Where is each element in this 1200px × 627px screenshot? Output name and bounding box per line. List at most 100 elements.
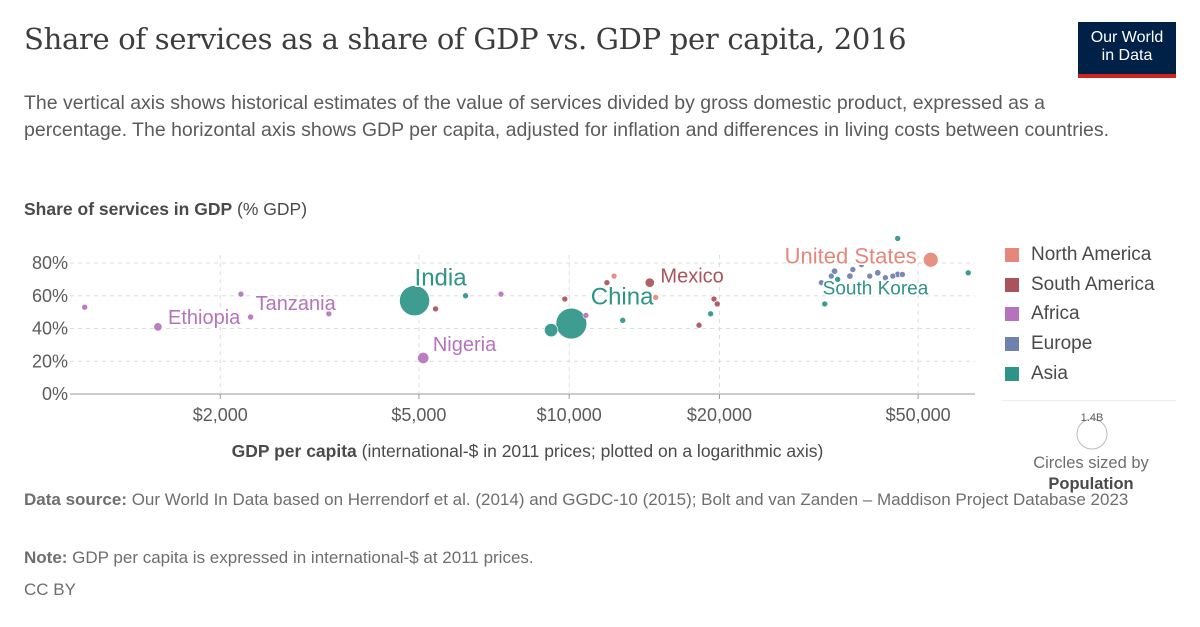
- data-point-africa[interactable]: [497, 290, 505, 298]
- data-source: Data source: Our World In Data based on …: [24, 489, 1174, 512]
- point-label-china: China: [591, 284, 654, 311]
- size-legend-value: 1.4B: [1081, 412, 1104, 424]
- y-axis-label: Share of services in GDP (% GDP): [24, 199, 307, 220]
- data-point-africa[interactable]: [417, 352, 430, 364]
- legend-swatch: [1005, 336, 1019, 351]
- data-point-africa[interactable]: [582, 312, 590, 319]
- note-label: Note:: [24, 548, 68, 567]
- data-point-south-america[interactable]: [603, 279, 611, 286]
- x-axis-label-unit: (international-$ in 2011 prices; plotted…: [356, 441, 824, 461]
- chart-title: Share of services as a share of GDP vs. …: [24, 22, 907, 56]
- data-point-europe[interactable]: [899, 271, 906, 278]
- legend-item-europe[interactable]: Europe: [1005, 329, 1155, 359]
- legend-item-asia[interactable]: Asia: [1005, 359, 1155, 389]
- point-label-united-states: United States: [785, 244, 917, 269]
- legend-item-south-america[interactable]: South America: [1005, 270, 1155, 300]
- data-point-europe[interactable]: [846, 272, 854, 280]
- point-layer: [81, 235, 972, 364]
- data-point-south-america[interactable]: [644, 277, 655, 288]
- y-tick-label: 40%: [32, 319, 68, 339]
- data-point-europe[interactable]: [866, 272, 874, 280]
- y-axis-label-unit: (% GDP): [232, 199, 308, 219]
- legend-label: Asia: [1031, 362, 1068, 384]
- size-legend-caption: Circles sized by Population: [1001, 453, 1181, 496]
- x-tick-label: $2,000: [193, 405, 248, 425]
- legend-swatch: [1005, 366, 1019, 381]
- tick-layer: 0% 20% 40% 60% 80% $2,000 $5,000 $10,000 $20,000…: [32, 253, 951, 425]
- size-legend: 1.4B: [1001, 400, 1176, 450]
- legend-item-north-america[interactable]: North America: [1005, 240, 1155, 270]
- point-label-ethiopia: Ethiopia: [168, 307, 241, 329]
- data-point-asia[interactable]: [821, 300, 829, 308]
- legend-swatch: [1005, 307, 1019, 322]
- point-label-mexico: Mexico: [660, 266, 723, 288]
- data-point-europe[interactable]: [818, 279, 825, 286]
- legend-swatch: [1005, 247, 1019, 262]
- y-tick-label: 80%: [32, 253, 68, 273]
- legend-label: North America: [1031, 243, 1152, 265]
- data-point-south-america[interactable]: [695, 321, 703, 329]
- data-point-north-america[interactable]: [610, 272, 618, 280]
- data-point-south-america[interactable]: [432, 305, 439, 313]
- data-point-africa[interactable]: [81, 303, 88, 311]
- chart-subtitle: The vertical axis shows historical estim…: [24, 92, 1110, 142]
- data-point-asia[interactable]: [399, 285, 430, 317]
- grid-layer: [70, 255, 975, 399]
- owid-logo[interactable]: Our World in Data: [1078, 22, 1176, 78]
- data-source-text[interactable]: Our World In Data based on Herrendorf et…: [126, 490, 1129, 509]
- point-label-south-korea: South Korea: [823, 278, 929, 299]
- data-point-north-america[interactable]: [923, 252, 939, 268]
- point-label-india: India: [415, 265, 468, 292]
- note: Note: GDP per capita is expressed in int…: [24, 547, 1174, 570]
- data-point-europe[interactable]: [874, 269, 882, 277]
- label-layer: United States Mexico Ethiopia Tanzania Niger…: [167, 242, 931, 357]
- data-point-africa[interactable]: [325, 310, 333, 318]
- data-point-south-america[interactable]: [710, 295, 718, 303]
- data-point-asia[interactable]: [544, 323, 559, 338]
- legend-label: South America: [1031, 273, 1155, 295]
- y-tick-label: 60%: [32, 286, 68, 306]
- data-point-europe[interactable]: [831, 267, 839, 275]
- x-axis-label: GDP per capita (international-$ in 2011 …: [0, 441, 1055, 462]
- data-point-south-america[interactable]: [713, 300, 721, 308]
- data-point-asia[interactable]: [894, 235, 901, 242]
- logo-line-2: in Data: [1101, 47, 1153, 65]
- x-tick-label: $20,000: [687, 405, 752, 425]
- x-tick-label: $10,000: [537, 405, 602, 425]
- size-legend-caption-text: Circles sized by: [1033, 454, 1149, 472]
- data-point-asia[interactable]: [462, 292, 469, 300]
- size-legend-variable: Population: [1048, 475, 1134, 494]
- x-axis-label-bold: GDP per capita: [231, 441, 357, 461]
- license[interactable]: CC BY: [24, 580, 76, 599]
- data-point-europe[interactable]: [849, 266, 857, 273]
- point-label-tanzania: Tanzania: [256, 293, 337, 315]
- data-point-europe[interactable]: [889, 272, 897, 280]
- logo-line-1: Our World: [1090, 29, 1164, 46]
- y-tick-label: 0%: [42, 384, 68, 404]
- legend-label: Africa: [1031, 303, 1080, 325]
- x-tick-label: $50,000: [886, 405, 951, 425]
- data-point-africa[interactable]: [237, 290, 245, 298]
- scatter-plot: 0% 20% 40% 60% 80% $2,000 $5,000 $10,000 $20,000…: [32, 235, 975, 425]
- data-point-asia[interactable]: [964, 269, 972, 277]
- data-point-europe[interactable]: [858, 261, 865, 268]
- data-point-europe[interactable]: [882, 274, 889, 282]
- data-point-africa[interactable]: [247, 313, 254, 321]
- y-tick-label: 20%: [32, 351, 68, 371]
- legend: North America South America Africa Europe As…: [1005, 240, 1155, 388]
- data-source-label: Data source:: [24, 490, 127, 509]
- data-point-asia[interactable]: [707, 310, 714, 318]
- data-point-asia[interactable]: [834, 276, 841, 283]
- data-point-south-america[interactable]: [561, 295, 569, 303]
- data-point-europe[interactable]: [827, 272, 835, 280]
- note-text: GDP per capita is expressed in internati…: [67, 548, 534, 567]
- legend-swatch: [1005, 277, 1019, 292]
- legend-label: Europe: [1031, 332, 1093, 354]
- legend-item-africa[interactable]: Africa: [1005, 299, 1155, 329]
- data-point-asia[interactable]: [619, 317, 627, 324]
- y-axis-label-bold: Share of services in GDP: [24, 199, 233, 219]
- data-point-africa[interactable]: [153, 322, 163, 332]
- point-label-nigeria: Nigeria: [433, 334, 497, 356]
- data-point-asia[interactable]: [555, 307, 588, 340]
- data-point-north-america[interactable]: [652, 294, 659, 301]
